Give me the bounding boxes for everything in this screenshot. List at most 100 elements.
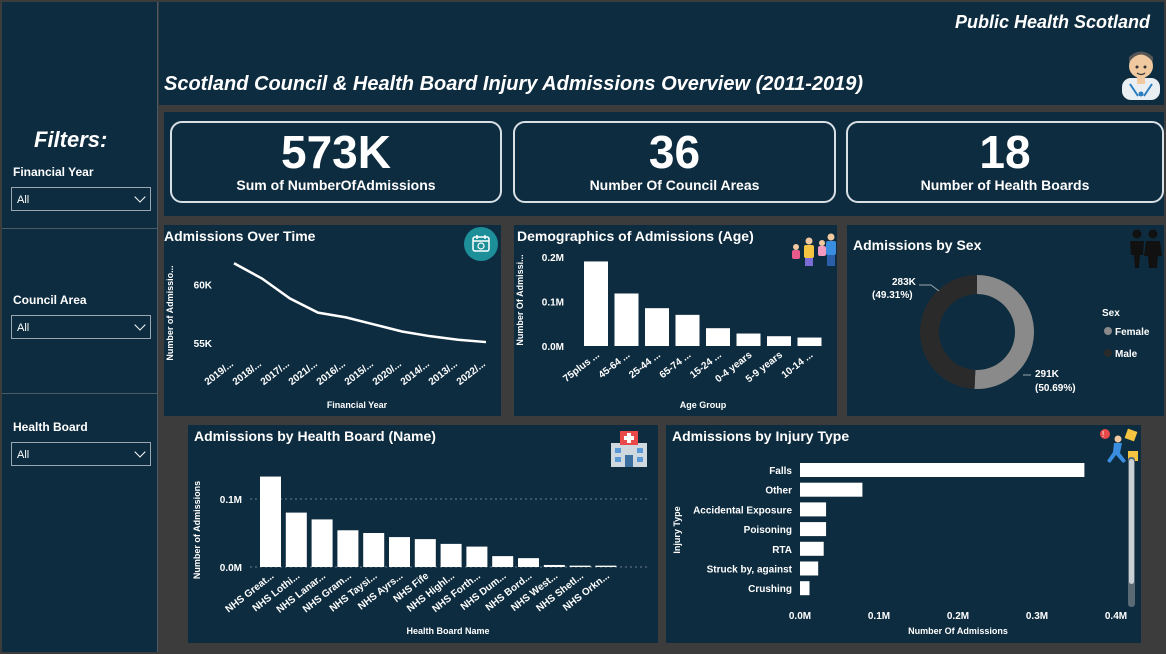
health-board-select[interactable]: All bbox=[11, 442, 151, 466]
injury-scrollbar-thumb[interactable] bbox=[1129, 459, 1134, 584]
injury-y-tick: Struck by, against bbox=[707, 565, 793, 576]
sex-title: Admissions by Sex bbox=[853, 237, 982, 253]
kpi-council-value: 36 bbox=[648, 126, 701, 178]
age-x-tick: 45-64 ... bbox=[597, 350, 633, 381]
injury-y-tick: Accidental Exposure bbox=[693, 505, 792, 516]
hb-bar bbox=[543, 564, 565, 567]
time-y-tick: 60K bbox=[194, 280, 213, 291]
age-y-axis-label: Number Of Admissi... bbox=[515, 254, 525, 345]
sex-slice-male bbox=[920, 275, 977, 389]
injury-bar bbox=[800, 581, 810, 596]
injury-y-tick: Crushing bbox=[748, 584, 792, 595]
time-series-line bbox=[233, 262, 487, 344]
sex-chart: 283K (49.31%) 291K (50.69%) Sex Female M… bbox=[872, 275, 1150, 394]
financial-year-label: Financial Year bbox=[13, 165, 94, 179]
age-bar bbox=[706, 328, 730, 346]
female-data-label-pct: (50.69%) bbox=[1035, 383, 1076, 394]
time-x-tick: 2015/... bbox=[343, 359, 376, 388]
hb-bar bbox=[363, 533, 385, 567]
sex-card: Admissions by Sex 283K (49.31%) 291K (50… bbox=[847, 225, 1164, 416]
kpi-admissions-card: 573K Sum of NumberOfAdmissions bbox=[170, 121, 502, 203]
kpi-health-board-label: Number of Health Boards bbox=[920, 177, 1090, 193]
health-board-label: Health Board bbox=[13, 420, 88, 434]
calendar-icon bbox=[464, 227, 498, 261]
injury-x-tick: 0.2M bbox=[947, 611, 969, 622]
time-x-axis-label: Financial Year bbox=[327, 400, 388, 410]
time-title: Admissions Over Time bbox=[164, 228, 316, 244]
time-card: Admissions Over Time 60K 55K 2019/... 2018/… bbox=[164, 225, 501, 416]
injury-x-tick: 0.4M bbox=[1105, 611, 1127, 622]
time-x-tick: 2021/... bbox=[287, 359, 320, 388]
male-data-label-value: 283K bbox=[892, 277, 917, 288]
legend-male-swatch bbox=[1104, 349, 1112, 357]
injury-bar bbox=[800, 541, 824, 556]
kpi-health-board-card: 18 Number of Health Boards bbox=[846, 121, 1164, 203]
legend-male-label: Male bbox=[1115, 349, 1138, 360]
hospital-icon bbox=[608, 427, 650, 469]
sidebar-divider bbox=[2, 228, 158, 229]
injury-y-tick: Other bbox=[765, 486, 792, 497]
injury-y-axis-label: Injury Type bbox=[672, 506, 682, 553]
age-x-tick: 25-44 ... bbox=[627, 350, 663, 381]
sidebar-divider bbox=[2, 393, 158, 394]
hb-bar bbox=[466, 546, 488, 567]
injury-bar bbox=[800, 502, 827, 517]
financial-year-select[interactable]: All bbox=[11, 187, 151, 211]
page-title: Scotland Council & Health Board Injury A… bbox=[164, 73, 864, 95]
chevron-down-icon bbox=[134, 191, 146, 203]
health-board-value: All bbox=[17, 449, 30, 461]
age-bar bbox=[645, 308, 669, 346]
chevron-down-icon bbox=[134, 446, 146, 458]
council-area-select[interactable]: All bbox=[11, 315, 151, 339]
injury-bar bbox=[800, 463, 1085, 477]
injury-y-tick: Falls bbox=[769, 466, 792, 477]
hb-bar bbox=[518, 558, 539, 567]
injury-x-tick: 0.0M bbox=[789, 611, 811, 622]
time-chart: 60K55K2019/...2018/...2017/...2021/...20… bbox=[165, 262, 488, 410]
chevron-down-icon bbox=[134, 319, 146, 331]
male-data-label-pct: (49.31%) bbox=[872, 290, 913, 301]
hb-y-tick: 0.0M bbox=[220, 563, 242, 574]
age-x-tick: 65-74 ... bbox=[658, 350, 694, 381]
hb-bar bbox=[569, 565, 591, 567]
health-board-x-axis-label: Health Board Name bbox=[406, 626, 489, 636]
age-y-tick: 0.1M bbox=[542, 298, 564, 309]
injury-y-tick: Poisoning bbox=[744, 525, 792, 536]
female-data-label-value: 291K bbox=[1035, 369, 1060, 380]
council-area-label: Council Area bbox=[13, 293, 87, 307]
hb-bar bbox=[440, 543, 462, 567]
injury-x-axis-label: Number Of Admissions bbox=[908, 626, 1008, 636]
sex-slice-female bbox=[974, 275, 1034, 389]
health-board-card: Admissions by Health Board (Name) 0.1M 0.… bbox=[188, 425, 658, 643]
injury-y-tick: RTA bbox=[772, 545, 792, 556]
hb-bar bbox=[285, 512, 307, 567]
injury-bar bbox=[800, 522, 827, 537]
age-card: Demographics of Admissions (Age) 0.2M 0.1… bbox=[514, 225, 837, 416]
header-bar bbox=[159, 2, 1164, 105]
time-x-tick: 2017/... bbox=[259, 359, 292, 388]
financial-year-value: All bbox=[17, 194, 30, 206]
age-bar bbox=[675, 314, 700, 346]
age-bar bbox=[584, 261, 608, 346]
time-y-axis-label: Number of Admissio... bbox=[165, 265, 175, 360]
health-board-title: Admissions by Health Board (Name) bbox=[194, 428, 436, 444]
hb-bar bbox=[492, 556, 514, 567]
kpi-council-card: 36 Number Of Council Areas bbox=[513, 121, 836, 203]
age-bar bbox=[614, 293, 639, 346]
kpi-council-label: Number Of Council Areas bbox=[589, 177, 760, 193]
council-area-value: All bbox=[17, 322, 30, 334]
injury-x-tick: 0.3M bbox=[1026, 611, 1048, 622]
injury-icon: ! bbox=[1098, 427, 1140, 467]
time-x-tick: 2013/... bbox=[427, 359, 460, 388]
hb-bar bbox=[595, 565, 617, 567]
filters-heading: Filters: bbox=[34, 127, 108, 152]
injury-card: Admissions by Injury Type ! Falls Other Ac… bbox=[666, 425, 1141, 643]
legend-female-swatch bbox=[1104, 327, 1112, 335]
injury-bar bbox=[800, 561, 819, 576]
male-leader-line bbox=[919, 284, 940, 292]
age-title: Demographics of Admissions (Age) bbox=[517, 228, 754, 244]
age-x-tick: 75plus ... bbox=[561, 350, 602, 385]
hb-bar bbox=[389, 537, 410, 567]
health-board-y-axis-label: Number of Admissions bbox=[192, 481, 202, 579]
